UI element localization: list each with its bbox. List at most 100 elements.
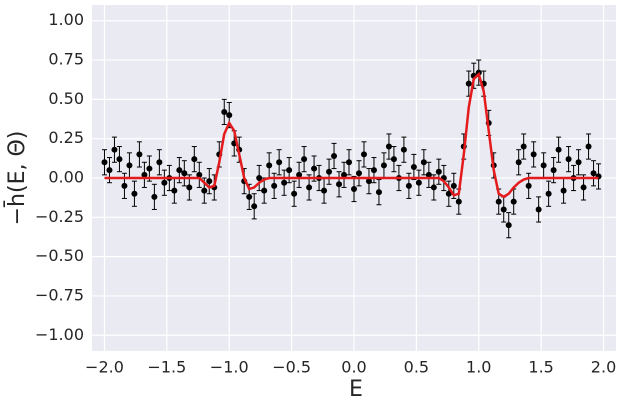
data-point xyxy=(326,168,333,175)
data-point xyxy=(505,222,512,229)
data-point xyxy=(191,156,198,163)
data-point xyxy=(585,143,592,150)
data-point xyxy=(306,184,313,191)
data-point xyxy=(261,187,268,194)
data-point xyxy=(351,186,357,193)
data-point xyxy=(445,190,452,197)
data-point xyxy=(365,178,372,185)
data-point xyxy=(500,206,507,213)
x-tick-label: −0.5 xyxy=(272,358,311,377)
data-point xyxy=(540,162,547,169)
data-point xyxy=(141,171,148,178)
data-point xyxy=(520,143,527,150)
x-tick-label: −2.0 xyxy=(85,358,124,377)
data-point xyxy=(296,171,303,178)
data-point xyxy=(560,187,567,194)
data-point xyxy=(151,193,158,200)
data-point xyxy=(415,179,422,186)
data-point xyxy=(545,190,552,197)
y-tick-label: 1.00 xyxy=(48,10,84,29)
data-point xyxy=(380,162,387,169)
x-tick-label: 0.0 xyxy=(341,358,366,377)
data-point xyxy=(455,198,462,205)
data-point xyxy=(341,171,348,178)
data-point xyxy=(580,184,587,191)
data-point xyxy=(590,170,597,177)
y-tick-label: 0.00 xyxy=(48,168,84,187)
y-tick-label: 0.50 xyxy=(48,89,84,108)
data-point xyxy=(101,159,108,166)
data-point xyxy=(331,152,338,159)
data-point xyxy=(286,167,293,174)
y-tick-label: −0.50 xyxy=(35,246,84,265)
data-point xyxy=(550,167,557,174)
data-point xyxy=(106,167,113,174)
data-point xyxy=(266,162,273,169)
data-point xyxy=(116,156,123,163)
y-tick-label: −0.25 xyxy=(35,207,84,226)
data-point xyxy=(370,167,377,174)
data-point xyxy=(405,182,412,189)
data-point xyxy=(256,175,263,181)
data-point xyxy=(336,181,343,188)
data-point xyxy=(420,159,427,166)
data-point xyxy=(355,170,362,177)
data-point xyxy=(201,187,208,194)
y-tick-label: 0.25 xyxy=(48,128,84,147)
data-point xyxy=(251,203,258,210)
data-point xyxy=(575,159,582,166)
x-tick-label: −1.5 xyxy=(147,358,186,377)
data-point xyxy=(510,198,517,205)
data-point xyxy=(206,178,213,185)
data-point xyxy=(226,112,233,119)
data-point xyxy=(400,146,407,153)
data-point xyxy=(146,165,153,172)
data-point xyxy=(136,151,143,158)
y-tick-label: −1.00 xyxy=(35,325,84,344)
data-point xyxy=(530,151,537,158)
y-tick-label: 0.75 xyxy=(48,50,84,69)
data-point xyxy=(360,151,367,158)
data-point xyxy=(126,162,133,169)
data-point xyxy=(565,156,572,163)
data-point xyxy=(156,159,163,166)
x-tick-label: 0.5 xyxy=(404,358,429,377)
data-point xyxy=(181,170,188,177)
x-tick-label: 1.0 xyxy=(466,358,491,377)
x-tick-label: −1.0 xyxy=(210,358,249,377)
data-point xyxy=(375,189,382,196)
data-point xyxy=(176,167,183,174)
data-point xyxy=(276,159,283,166)
data-point xyxy=(196,171,203,178)
data-point xyxy=(121,182,128,189)
data-point xyxy=(385,143,392,150)
data-point xyxy=(171,187,178,194)
data-point xyxy=(321,187,328,194)
data-point xyxy=(311,165,318,172)
data-point xyxy=(465,80,472,87)
data-point xyxy=(186,184,193,191)
model-line xyxy=(104,71,599,199)
data-point xyxy=(301,156,308,163)
data-point xyxy=(450,182,457,189)
data-point xyxy=(410,163,417,170)
data-point xyxy=(161,179,168,186)
data-point xyxy=(495,198,502,205)
data-point xyxy=(390,156,397,163)
data-point xyxy=(535,206,542,213)
data-point xyxy=(435,168,442,175)
y-tick-label: −0.75 xyxy=(35,285,84,304)
x-axis-label: E xyxy=(349,377,363,402)
data-point xyxy=(281,179,288,186)
data-point xyxy=(555,146,562,153)
data-point xyxy=(425,171,432,178)
data-point xyxy=(246,193,253,200)
data-point xyxy=(525,182,532,189)
x-tick-label: 2.0 xyxy=(591,358,616,377)
data-point xyxy=(430,184,437,191)
y-axis-label: −h̄(E, Θ) xyxy=(4,131,30,226)
x-tick-label: 1.5 xyxy=(528,358,553,377)
data-point xyxy=(346,159,353,166)
data-point xyxy=(515,159,522,166)
